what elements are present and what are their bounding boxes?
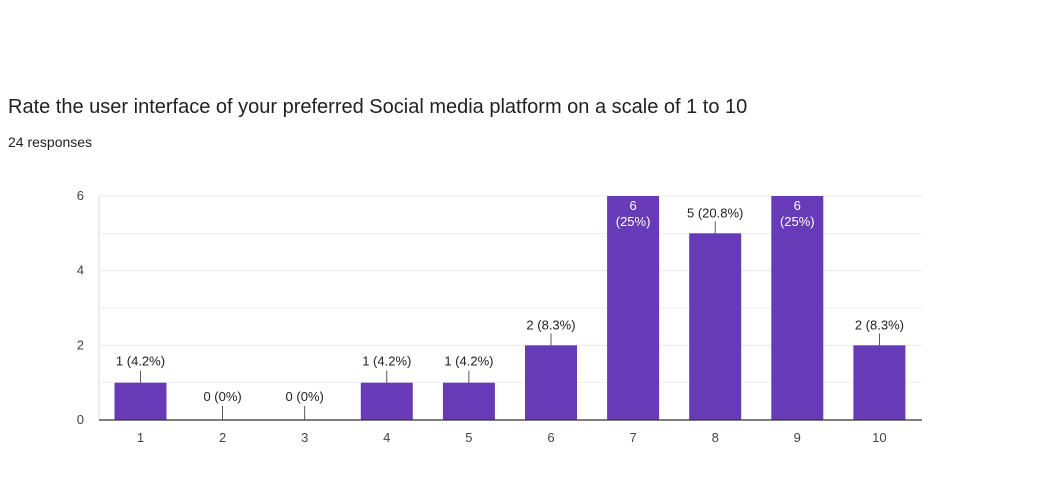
y-tick-label: 2: [77, 337, 84, 352]
data-label: (25%): [780, 214, 815, 229]
data-label: 6: [629, 198, 636, 213]
x-tick-label: 3: [301, 430, 308, 445]
y-tick-label: 4: [77, 263, 84, 278]
x-tick-label: 8: [712, 430, 719, 445]
data-label: 0 (0%): [203, 389, 241, 404]
bar: [689, 233, 742, 420]
x-tick-label: 9: [794, 430, 801, 445]
y-tick-label: 6: [77, 188, 84, 203]
bar: [771, 196, 824, 420]
data-label: 1 (4.2%): [116, 354, 165, 369]
bar: [853, 345, 906, 420]
bar: [442, 382, 495, 420]
x-tick-label: 10: [872, 430, 886, 445]
data-label: 2 (8.3%): [855, 317, 904, 332]
x-tick-label: 4: [383, 430, 390, 445]
bar: [360, 382, 413, 420]
response-count: 24 responses: [8, 134, 93, 150]
y-tick-label: 0: [77, 412, 84, 427]
data-label: 6: [794, 198, 801, 213]
data-label: 2 (8.3%): [526, 317, 575, 332]
bar: [607, 196, 660, 420]
x-tick-label: 6: [547, 430, 554, 445]
data-label: 1 (4.2%): [444, 354, 493, 369]
bar: [114, 382, 167, 420]
chart-title: Rate the user interface of your preferre…: [8, 96, 748, 118]
data-label: 5 (20.8%): [687, 205, 743, 220]
data-label: 1 (4.2%): [362, 354, 411, 369]
x-tick-label: 1: [137, 430, 144, 445]
data-label: 0 (0%): [286, 389, 324, 404]
x-tick-label: 2: [219, 430, 226, 445]
x-tick-label: 7: [629, 430, 636, 445]
x-tick-label: 5: [465, 430, 472, 445]
data-label: (25%): [616, 214, 651, 229]
bar: [525, 345, 577, 420]
